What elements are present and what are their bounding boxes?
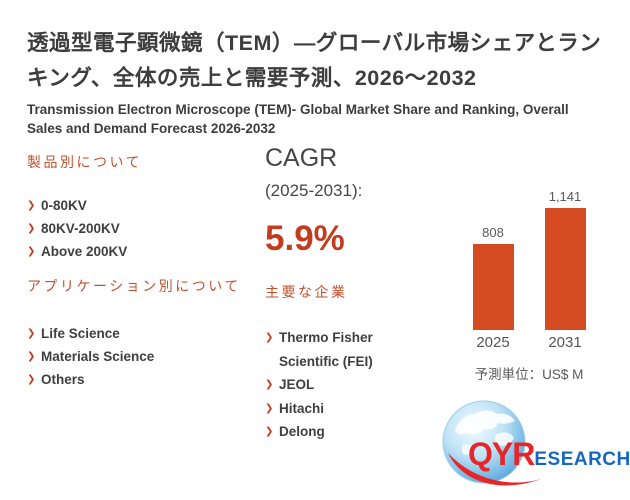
chart-unit-caption: 予測単位：US$ M [474,367,584,382]
bar-2031 [544,208,586,330]
bar-value-label: 1,141 [548,189,582,204]
companies-list: ❯ Thermo Fisher Scientific (FEI) ❯ JEOL ❯ H… [265,326,415,444]
chevron-bullet-icon: ❯ [27,223,36,234]
list-item: ❯ Life Science [27,322,252,345]
companies-section: 主要な企業 ❯ Thermo Fisher Scientific (FEI) ❯ J… [265,282,415,444]
chevron-bullet-icon: ❯ [265,379,274,390]
list-item-label: Materials Science [41,349,155,364]
globe-icon [442,400,541,486]
logo-text: QYRESEARCH [468,436,630,473]
list-item-label: Thermo Fisher Scientific (FEI) [279,330,373,369]
products-list: ❯ 0-80KV ❯ 80KV-200KV ❯ Above 200KV [27,194,252,263]
bar-value-label: 808 [482,225,504,240]
chevron-bullet-icon: ❯ [27,328,36,339]
chevron-bullet-icon: ❯ [265,332,274,343]
x-tick-label: 2031 [548,334,582,351]
list-item: ❯ Materials Science [27,345,252,368]
list-item: ❯ Above 200KV [27,240,252,263]
cagr-label: CAGR [265,144,338,172]
qyresearch-logo: QYRESEARCH [435,398,630,493]
chevron-bullet-icon: ❯ [27,351,36,362]
page-subtitle: Transmission Electron Microscope (TEM)- … [27,102,569,136]
applications-section: アプリケーション別について ❯ Life Science ❯ Materials S… [27,276,252,391]
chevron-bullet-icon: ❯ [27,246,36,257]
list-item: ❯ Others [27,368,252,391]
cagr-value: 5.9% [265,219,345,258]
list-item: ❯ 80KV-200KV [27,217,252,240]
list-item-label: Above 200KV [41,244,128,259]
chart-x-axis: 2025 2031 [440,334,618,351]
chevron-bullet-icon: ❯ [265,402,274,414]
list-item: ❯ Thermo Fisher Scientific (FEI) [265,326,415,373]
applications-list: ❯ Life Science ❯ Materials Science ❯ Others [27,322,252,391]
page-title: 透過型電子顕微鏡（TEM）—グローバル市場シェアとランキング、全体の売上と需要予… [27,31,602,90]
logo-text-red: QYR [468,436,535,472]
chart-bars: 808 1,141 [440,178,618,330]
list-item-label: Delong [279,424,325,439]
list-item: ❯ 0-80KV [27,194,252,217]
cagr-period: (2025-2031): [265,181,363,200]
chevron-bullet-icon: ❯ [27,374,36,385]
companies-heading: 主要な企業 [265,284,348,300]
products-heading: 製品別について [27,154,143,170]
bar-group-2031: 1,141 [544,189,586,330]
logo-text-blue: ESEARCH [534,449,630,470]
list-item: ❯ Hitachi [265,397,415,421]
applications-heading: アプリケーション別について [27,278,241,294]
products-section: 製品別について ❯ 0-80KV ❯ 80KV-200KV ❯ Above 200KV [27,152,252,263]
bar-2025 [472,244,514,330]
list-item: ❯ JEOL [265,373,415,397]
list-item-label: Life Science [41,326,120,341]
list-item-label: 80KV-200KV [41,221,120,236]
list-item-label: 0-80KV [41,198,87,213]
chevron-bullet-icon: ❯ [265,426,274,437]
list-item-label: JEOL [279,377,315,392]
x-tick-label: 2025 [476,334,510,351]
chevron-bullet-icon: ❯ [27,200,36,211]
forecast-bar-chart: 808 1,141 2025 2031 予測単位：US$ M [440,178,618,383]
bar-group-2025: 808 [472,225,514,330]
list-item-label: Others [41,372,85,387]
cagr-section: CAGR (2025-2031): 5.9% [265,144,430,259]
list-item-label: Hitachi [279,400,325,416]
list-item: ❯ Delong [265,420,415,444]
